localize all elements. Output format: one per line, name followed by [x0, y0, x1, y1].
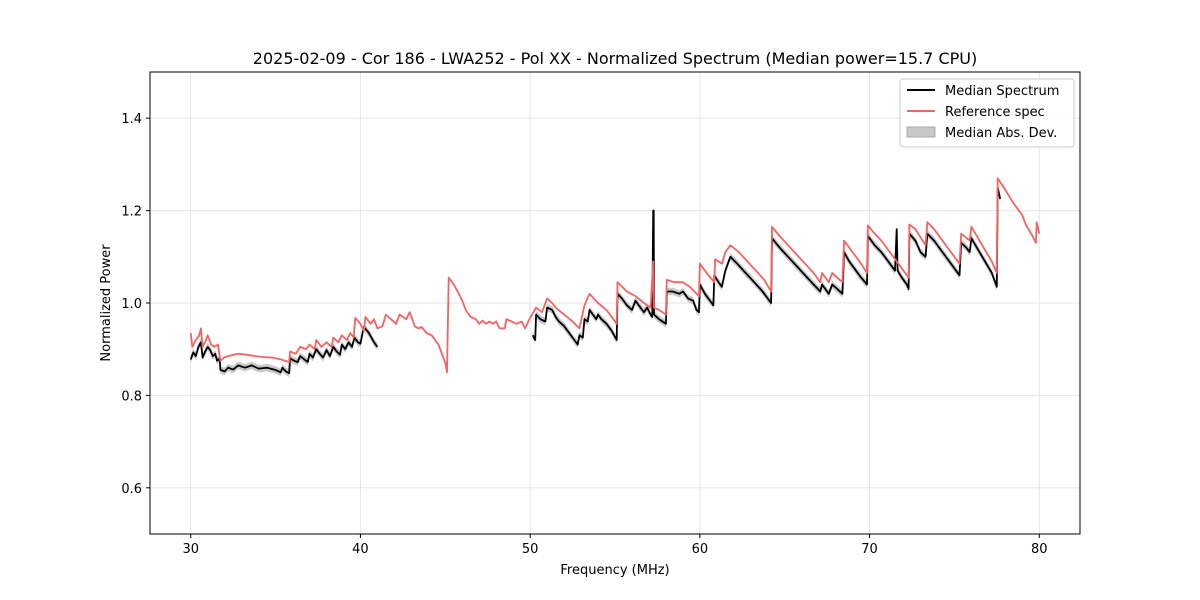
mad-band-segment-1 — [532, 183, 1001, 349]
y-tick-label-0: 0.6 — [121, 482, 142, 497]
x-tick-label-0: 30 — [182, 542, 199, 557]
median-spectrum-line-1 — [531, 186, 1002, 346]
reference-spec-line-0 — [189, 177, 1041, 374]
y-tick-label-2: 1.0 — [121, 297, 142, 312]
median-spectrum-line-0 — [189, 326, 379, 375]
chart-title: 2025-02-09 - Cor 186 - LWA252 - Pol XX -… — [253, 49, 977, 68]
x-tick-label-4: 70 — [861, 542, 878, 557]
x-axis: 30 40 50 60 70 80 — [182, 534, 1048, 557]
legend-box — [899, 78, 1075, 148]
x-tick-label-3: 60 — [692, 542, 709, 557]
legend-label-median: Median Spectrum — [945, 84, 1059, 99]
legend-label-mad: Median Abs. Dev. — [945, 126, 1057, 141]
series-lines — [189, 177, 1041, 375]
y-axis-label: Normalized Power — [99, 244, 114, 362]
x-tick-label-1: 40 — [352, 542, 369, 557]
x-axis-label: Frequency (MHz) — [560, 563, 669, 578]
legend-swatch-mad — [906, 126, 936, 138]
grid — [150, 72, 1080, 534]
mad-band — [190, 183, 1001, 377]
mad-band-segment-0 — [190, 323, 378, 377]
y-axis: 0.6 0.8 1.0 1.2 1.4 — [121, 112, 150, 497]
y-tick-label-4: 1.4 — [121, 112, 142, 127]
plot-area — [189, 177, 1041, 377]
x-tick-label-5: 80 — [1031, 542, 1048, 557]
legend: Median Spectrum Reference spec Median Ab… — [899, 78, 1075, 148]
y-tick-label-1: 0.8 — [121, 389, 142, 404]
legend-label-reference: Reference spec — [945, 105, 1045, 120]
x-tick-label-2: 50 — [522, 542, 539, 557]
y-tick-label-3: 1.2 — [121, 205, 142, 220]
